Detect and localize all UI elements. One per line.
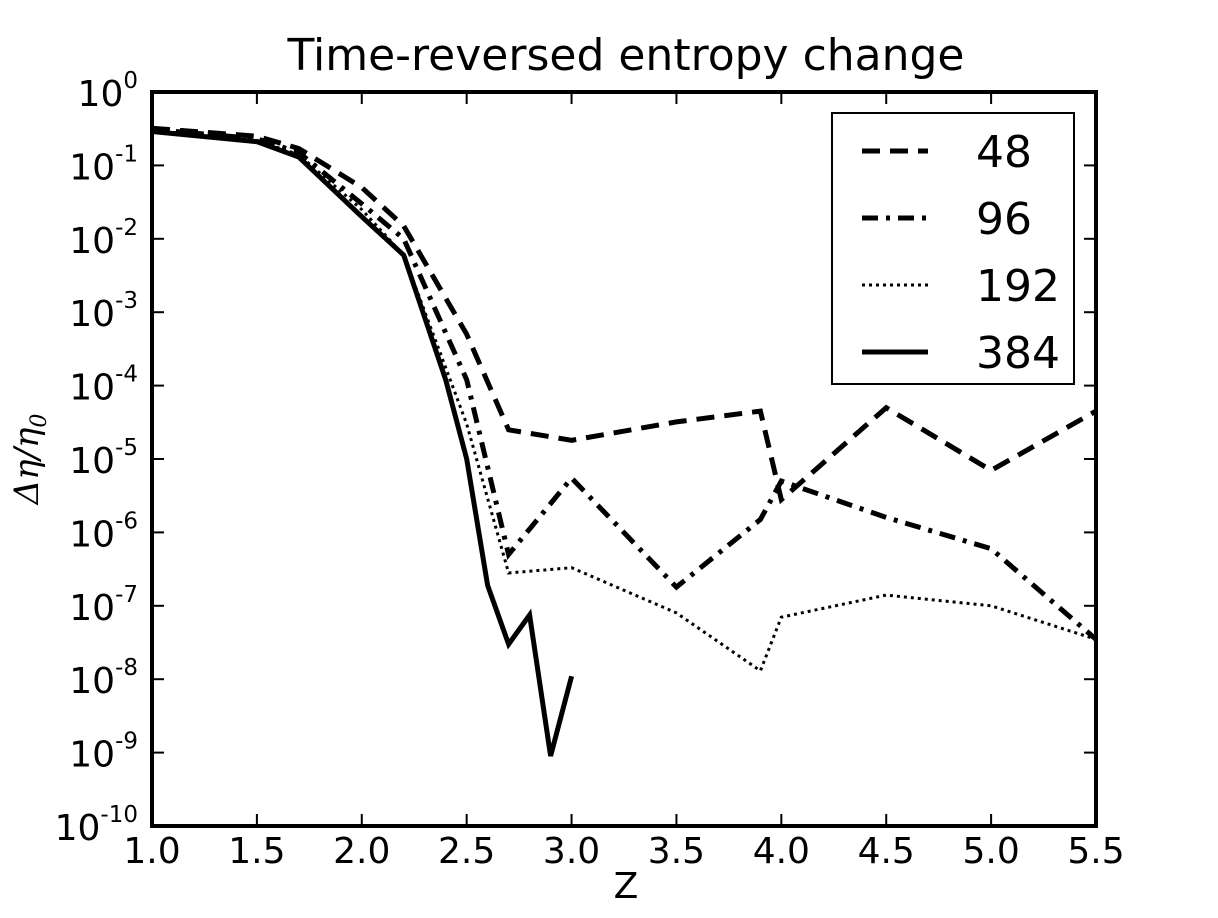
y-tick-label: 10-3 <box>69 288 138 335</box>
y-tick-base: 10 <box>69 514 115 555</box>
y-tick-exponent: -10 <box>100 802 138 828</box>
y-tick-label: 10-6 <box>69 508 138 555</box>
series-lines <box>151 125 1098 757</box>
y-tick-label: 10-7 <box>69 582 138 629</box>
legend-label-48: 48 <box>976 127 1032 178</box>
y-tick-exponent: -5 <box>115 435 138 461</box>
x-tick-label: 3.5 <box>648 831 705 872</box>
y-tick-base: 10 <box>55 808 101 849</box>
x-tick-label: 5.0 <box>962 831 1019 872</box>
series-line-48 <box>151 125 1098 505</box>
y-axis-label-sub: 0 <box>27 414 52 428</box>
y-tick-base: 10 <box>69 221 115 262</box>
x-tick-label: 5.5 <box>1067 831 1124 872</box>
chart-title: Time-reversed entropy change <box>287 30 965 81</box>
y-tick-exponent: -1 <box>115 141 138 167</box>
x-axis-label: Z <box>614 866 639 907</box>
legend-label-384: 384 <box>976 328 1060 379</box>
x-tick-label: 4.5 <box>858 831 915 872</box>
y-tick-label: 10-10 <box>55 802 138 849</box>
y-tick-base: 10 <box>69 588 115 629</box>
legend-label-96: 96 <box>976 194 1032 245</box>
y-tick-exponent: -2 <box>115 215 138 241</box>
y-axis-label: Δη/η0 <box>7 414 52 507</box>
legend-items: 48 96 192 384 <box>862 127 1060 379</box>
y-tick-exponent: -8 <box>115 655 138 681</box>
y-tick-base: 10 <box>69 147 115 188</box>
y-tick-base: 10 <box>69 735 115 776</box>
y-axis-label-main: Δη/η <box>7 427 47 506</box>
y-tick-exponent: -7 <box>115 582 138 608</box>
y-tick-exponent: -3 <box>115 288 138 314</box>
y-tick-exponent: -9 <box>115 729 138 755</box>
y-tick-label: 100 <box>78 68 138 115</box>
y-tick-label: 10-8 <box>69 655 138 702</box>
y-tick-base: 10 <box>78 74 124 115</box>
y-axis-ticks: 10010-110-210-310-410-510-610-710-810-91… <box>55 68 1096 849</box>
y-tick-label: 10-9 <box>69 729 138 776</box>
x-axis-ticks: 1.0 1.5 2.0 2.5 3.0 3.5 4.0 4.5 5.0 5.5 <box>123 92 1125 872</box>
y-tick-label: 10-5 <box>69 435 138 482</box>
series-line-384 <box>151 129 575 757</box>
y-tick-label: 10-2 <box>69 215 138 262</box>
x-tick-label: 1.5 <box>228 831 285 872</box>
y-tick-base: 10 <box>69 441 115 482</box>
x-tick-label: 3.0 <box>543 831 600 872</box>
y-tick-label: 10-4 <box>69 362 138 409</box>
y-tick-base: 10 <box>69 661 115 702</box>
y-tick-exponent: -4 <box>115 362 138 388</box>
y-axis-label-text: Δη/η0 <box>7 414 52 507</box>
legend: 48 96 192 384 <box>831 112 1075 385</box>
y-tick-base: 10 <box>69 368 115 409</box>
y-tick-exponent: 0 <box>123 68 138 94</box>
y-tick-exponent: -6 <box>115 508 138 534</box>
x-tick-label: 2.0 <box>333 831 390 872</box>
y-tick-base: 10 <box>69 294 115 335</box>
x-tick-label: 4.0 <box>753 831 810 872</box>
legend-label-192: 192 <box>976 261 1060 312</box>
y-tick-label: 10-1 <box>69 141 138 188</box>
plot-frame <box>150 90 1098 828</box>
legend-box <box>831 112 1075 385</box>
x-tick-label: 1.0 <box>123 831 180 872</box>
x-tick-label: 2.5 <box>438 831 495 872</box>
